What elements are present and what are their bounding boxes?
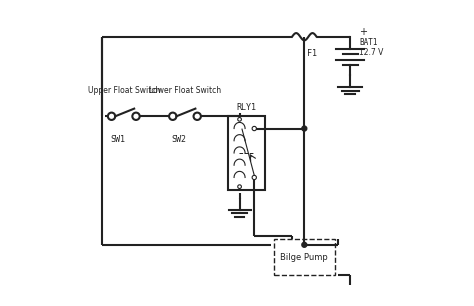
Text: Bilge Pump: Bilge Pump <box>281 252 328 262</box>
Bar <box>228 116 264 190</box>
Circle shape <box>302 126 307 131</box>
Text: Upper Float Switch: Upper Float Switch <box>88 86 160 95</box>
Circle shape <box>302 242 307 247</box>
Text: RLY1: RLY1 <box>236 103 256 112</box>
Text: SW2: SW2 <box>172 135 186 144</box>
Text: F1: F1 <box>307 49 318 58</box>
Text: SW1: SW1 <box>110 135 125 144</box>
Bar <box>273 239 335 275</box>
Text: BAT1: BAT1 <box>359 38 378 47</box>
Text: 12.7 V: 12.7 V <box>359 47 384 57</box>
Text: +: + <box>359 27 367 37</box>
Text: Lower Float Switch: Lower Float Switch <box>149 86 221 95</box>
